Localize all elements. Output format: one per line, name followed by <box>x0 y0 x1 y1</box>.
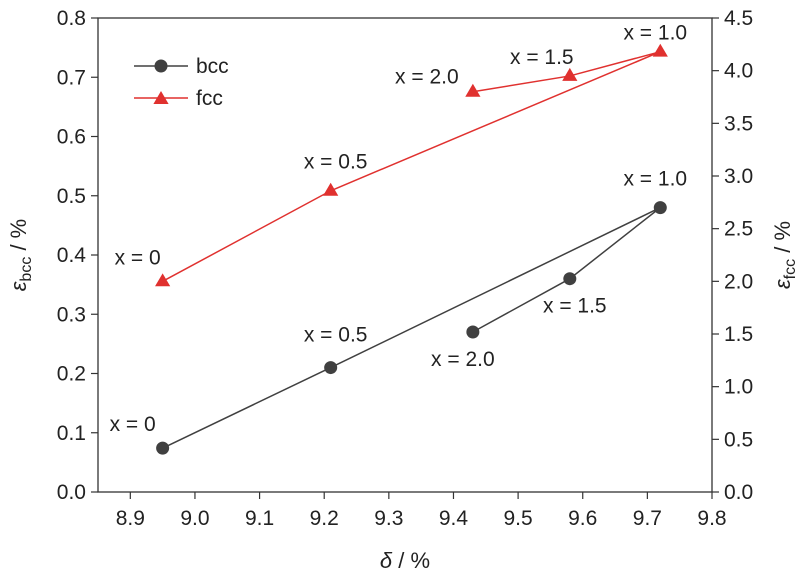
point-label-fcc: x = 0 <box>115 246 161 269</box>
y-right-tick-label: 4.5 <box>724 7 753 30</box>
legend: bcc fcc <box>134 55 229 110</box>
point-bcc <box>466 325 480 339</box>
point-label-bcc: x = 2.0 <box>431 348 495 371</box>
y-right-tick-label: 1.5 <box>724 323 753 346</box>
y-right-tick-label: 2.5 <box>724 218 753 241</box>
y-right-tick-label: 3.5 <box>724 112 753 135</box>
y-right-tick-label: 0.5 <box>724 428 753 451</box>
point-fcc <box>323 182 339 196</box>
point-label-fcc: x = 1.5 <box>510 46 574 69</box>
series-layer <box>155 43 668 455</box>
y-right-tick-label: 3.0 <box>724 165 753 188</box>
plot-frame <box>97 17 713 493</box>
y-left-tick-label: 0.3 <box>57 303 86 326</box>
y-axis-title-left: εbcc / % <box>6 219 35 291</box>
series-line-bcc <box>162 206 661 449</box>
series-bcc <box>156 201 667 455</box>
y-left-tick-label: 0.0 <box>57 481 86 504</box>
y-left-tick-label: 0.5 <box>57 185 86 208</box>
point-label-bcc: x = 1.5 <box>543 295 607 318</box>
y-left-tick-label: 0.1 <box>57 422 86 445</box>
y-axis-title-right: εfcc / % <box>770 221 799 289</box>
legend-item-fcc: fcc <box>134 87 223 110</box>
point-fcc <box>465 83 481 97</box>
y-left-tick-label: 0.2 <box>57 363 86 386</box>
y-right-tick-label: 1.0 <box>724 376 753 399</box>
point-bcc <box>653 201 667 215</box>
legend-label: fcc <box>196 87 223 110</box>
y-right-tick-label: 2.0 <box>724 270 753 293</box>
x-tick-label: 9.4 <box>439 507 469 530</box>
x-tick-label: 8.9 <box>116 507 145 530</box>
point-bcc <box>156 441 170 455</box>
point-label-fcc: x = 2.0 <box>395 66 459 89</box>
point-label-fcc: x = 0.5 <box>304 151 368 174</box>
legend-marker <box>153 91 169 104</box>
y-left-tick-label: 0.8 <box>57 7 86 30</box>
point-bcc <box>563 272 577 286</box>
legend-marker <box>154 59 168 73</box>
x-tick-label: 9.1 <box>245 507 274 530</box>
point-fcc <box>652 43 668 57</box>
point-label-fcc: x = 1.0 <box>623 22 687 45</box>
point-label-bcc: x = 0 <box>110 413 156 436</box>
y-right-tick-label: 0.0 <box>724 481 753 504</box>
ticks-layer: 8.9 9.0 9.1 9.2 9.3 9.4 9.5 9.6 9.7 9.8 0.0 0.1 0.2 0… <box>57 7 753 530</box>
point-fcc <box>562 67 578 81</box>
legend-label: bcc <box>196 55 229 78</box>
y-left-tick-label: 0.7 <box>57 66 86 89</box>
x-tick-label: 9.3 <box>374 507 403 530</box>
y-left-tick-label: 0.6 <box>57 126 86 149</box>
x-tick-label: 9.8 <box>697 507 726 530</box>
legend-item-bcc: bcc <box>134 55 229 78</box>
series-fcc <box>155 43 668 287</box>
y-right-tick-label: 4.0 <box>724 60 753 83</box>
y-left-tick-label: 0.4 <box>57 244 87 267</box>
x-tick-label: 9.7 <box>633 507 662 530</box>
point-fcc <box>155 273 171 287</box>
point-label-bcc: x = 0.5 <box>304 324 368 347</box>
point-label-bcc: x = 1.0 <box>623 168 687 191</box>
x-tick-label: 9.0 <box>180 507 209 530</box>
x-tick-label: 9.2 <box>310 507 339 530</box>
annotation-layer: x = 0 x = 0.5 x = 1.0 x = 1.5 x = 2.0 x = 0 x … <box>110 22 688 436</box>
x-tick-label: 9.6 <box>568 507 597 530</box>
x-axis-title: δ / % <box>380 548 430 573</box>
point-bcc <box>324 361 338 375</box>
x-tick-label: 9.5 <box>504 507 533 530</box>
